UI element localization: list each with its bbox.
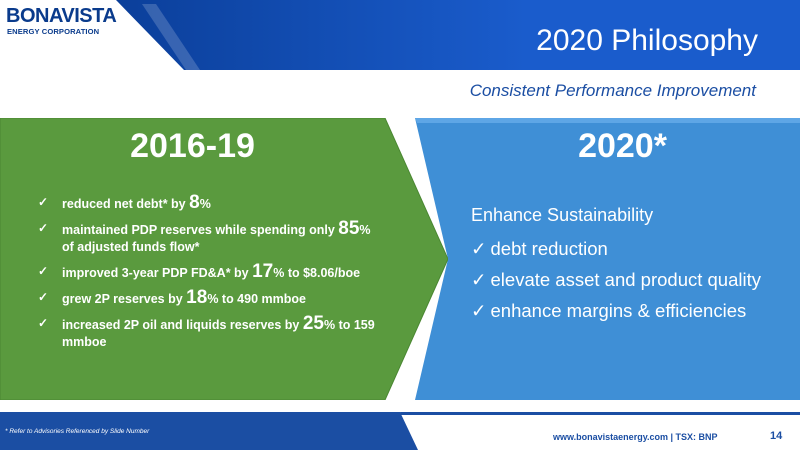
list-item: ✓ increased 2P oil and liquids reserves b…: [38, 313, 375, 349]
logo-wordmark: BONAVISTA: [6, 5, 117, 27]
footer-website: www.bonavistaenergy.com | TSX: BNP: [553, 432, 718, 442]
slide-subtitle: Consistent Performance Improvement: [469, 81, 756, 100]
company-logo: BONAVISTA ENERGY CORPORATION: [6, 5, 126, 45]
list-item: ✓ grew 2P reserves by 18% to 490 mmboe: [38, 287, 306, 308]
list-item: ✓ enhance margins & efficiencies: [471, 300, 747, 321]
left-heading: 2016-19: [130, 127, 255, 165]
checkmark-icon: ✓: [38, 221, 49, 235]
list-item: ✓ maintained PDP reserves while spending …: [38, 218, 371, 254]
checkmark-icon: ✓: [38, 195, 49, 209]
achievements-list: ✓ reduced net debt* by 8% ✓ maintained PDP…: [38, 192, 383, 358]
left-panel-background: [0, 118, 448, 400]
goals-list: ✓ debt reduction ✓ elevate asset and produ…: [471, 233, 761, 326]
logo-tagline: ENERGY CORPORATION: [7, 27, 100, 36]
footnote: * Refer to Advisories Referenced by Slid…: [5, 428, 150, 435]
list-item: ✓ elevate asset and product quality: [471, 269, 761, 290]
checkmark-icon: ✓: [38, 264, 49, 278]
checkmark-icon: ✓: [38, 290, 49, 304]
checkmark-icon: ✓: [471, 300, 487, 321]
checkmark-icon: ✓: [471, 269, 487, 290]
right-intro: Enhance Sustainability: [471, 205, 654, 225]
footer-band: [0, 412, 800, 450]
list-item: ✓ improved 3-year PDP FD&A* by 17% to $8.…: [38, 261, 361, 282]
right-panel-background: [415, 118, 800, 400]
list-item: ✓ debt reduction: [471, 238, 608, 259]
slide-title: 2020 Philosophy: [536, 24, 758, 57]
page-number: 14: [770, 430, 783, 442]
checkmark-icon: ✓: [38, 316, 49, 330]
list-item: ✓ reduced net debt* by 8%: [38, 192, 211, 213]
right-heading: 2020*: [578, 127, 667, 165]
checkmark-icon: ✓: [471, 238, 487, 259]
header-band: [116, 0, 800, 70]
